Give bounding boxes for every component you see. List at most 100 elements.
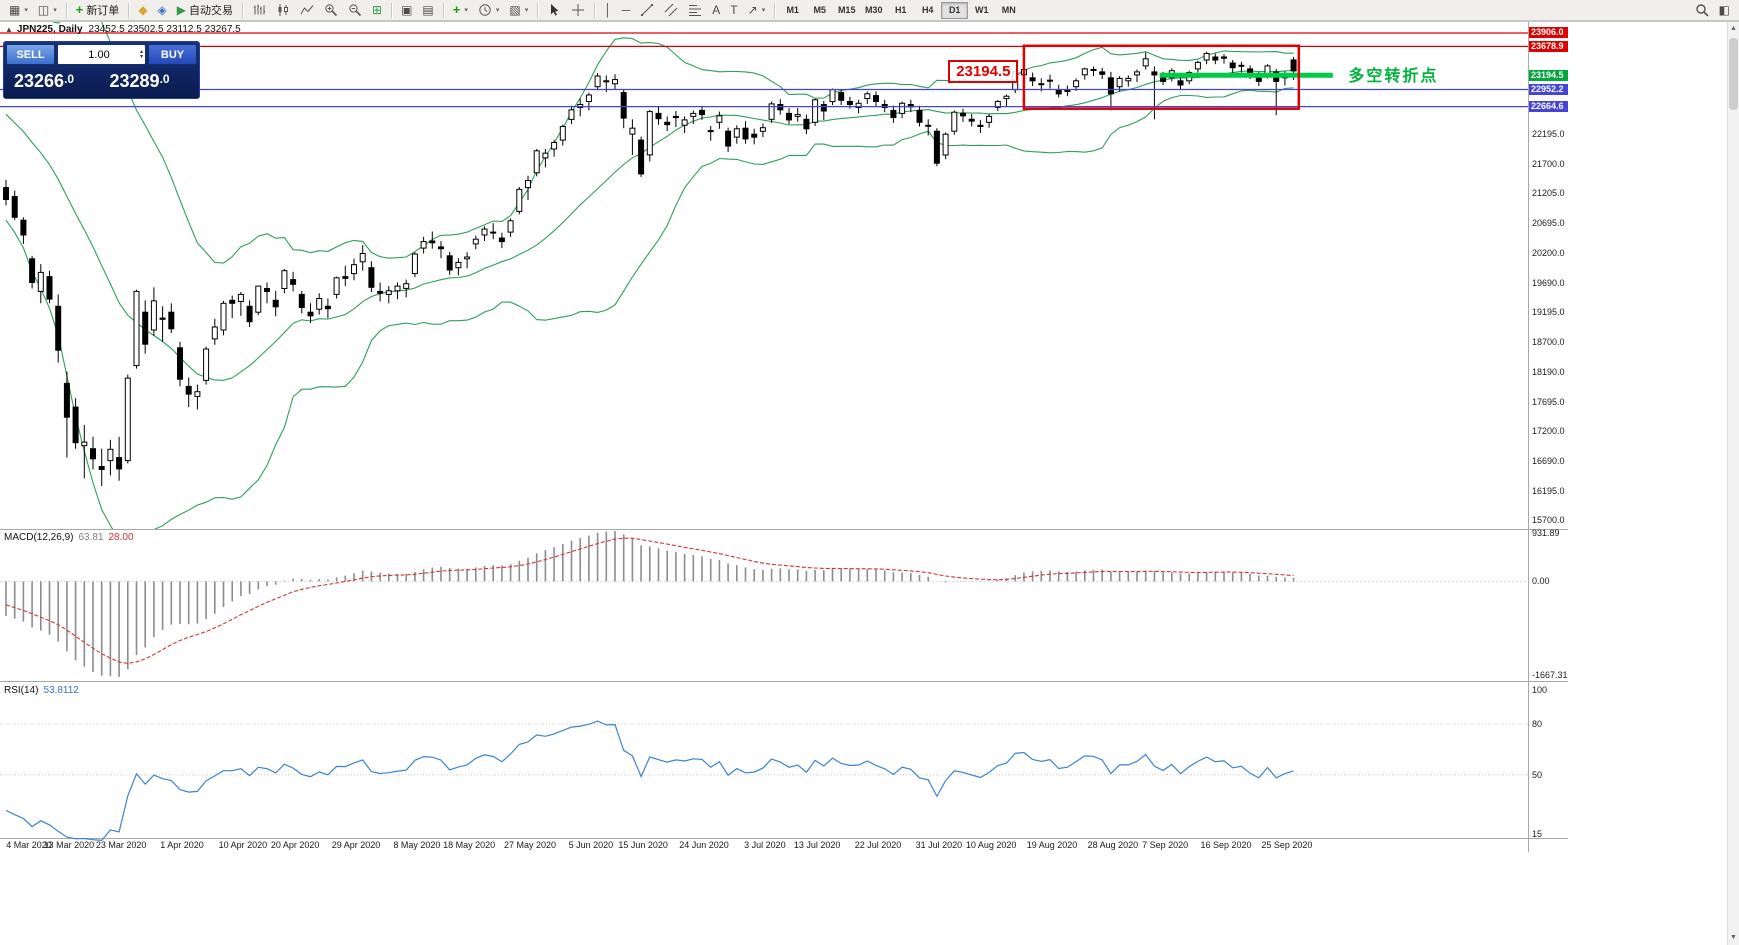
vertical-scrollbar[interactable]: ▲ ▼ — [1727, 22, 1739, 945]
candle-body — [890, 109, 897, 119]
candle-body — [1203, 53, 1210, 61]
date-tick-label: 31 Jul 2020 — [915, 840, 963, 850]
candle-body — [394, 285, 401, 292]
vertical-line-button[interactable]: │ — [600, 1, 616, 19]
new-order-button[interactable]: + 新订单 — [72, 1, 124, 19]
candle-body — [672, 115, 679, 119]
timeframe-m15-button[interactable]: M15 — [833, 2, 860, 19]
bar-chart-button[interactable] — [248, 1, 270, 19]
text-tool-button[interactable]: A — [708, 1, 724, 19]
indicators-button[interactable]: + ▾ — [449, 1, 472, 19]
turning-point-note[interactable]: 多空转折点 — [1348, 67, 1439, 85]
layout-button[interactable]: ◧ — [1715, 1, 1734, 19]
crosshair-button[interactable] — [567, 1, 589, 19]
timeframe-d1-button[interactable]: D1 — [941, 1, 969, 19]
horizontal-line-button[interactable]: ─ — [618, 1, 635, 19]
highlight-rectangle-object[interactable] — [1022, 44, 1301, 110]
candle-body — [759, 127, 766, 132]
label-tool-button[interactable]: T — [726, 1, 741, 19]
volume-spinner[interactable]: ▴ ▾ — [139, 48, 145, 60]
candle-body — [81, 441, 88, 447]
timeframe-m1-button[interactable]: M1 — [779, 2, 806, 19]
timeframe-h1-button[interactable]: H1 — [887, 2, 914, 19]
channel-icon — [664, 3, 678, 17]
candle-body — [446, 255, 453, 271]
timeframe-mn-button[interactable]: MN — [995, 2, 1022, 19]
candle-body — [203, 348, 210, 381]
zoom-in-button[interactable] — [320, 1, 342, 19]
cascade-windows-icon: ▣ — [401, 3, 413, 17]
volume-field[interactable]: 1.00 ▴ ▾ — [57, 44, 146, 65]
chevron-down-icon: ▾ — [495, 7, 500, 14]
timeframe-m30-button[interactable]: M30 — [860, 2, 887, 19]
candle-body — [699, 109, 705, 116]
price-tick-label: 21700.0 — [1532, 158, 1565, 169]
scrollbar-down-button[interactable]: ▼ — [1730, 934, 1737, 941]
autotrading-button[interactable]: ▶ 自动交易 — [173, 1, 237, 19]
candle-body — [629, 127, 636, 135]
profiles-icon: ◫ — [37, 3, 50, 17]
candle-body — [107, 448, 114, 462]
candle-body — [11, 196, 18, 218]
arrow-tools-button[interactable]: ↗ ▾ — [744, 1, 770, 19]
candle-body — [55, 305, 62, 351]
sell-price[interactable]: 23266.0 — [14, 70, 75, 91]
rsi-name: RSI(14) — [4, 685, 39, 696]
search-button[interactable] — [1691, 1, 1713, 19]
date-tick-label: 3 Jul 2020 — [744, 840, 786, 850]
date-tick-label: 25 Sep 2020 — [1261, 840, 1313, 850]
buy-price[interactable]: 23289.0 — [109, 70, 170, 91]
channel-button[interactable] — [660, 1, 682, 19]
periods-button[interactable]: ▾ — [474, 1, 504, 19]
candle-body — [533, 150, 540, 174]
zoom-out-button[interactable] — [344, 1, 366, 19]
scrollbar-up-button[interactable]: ▲ — [1730, 25, 1737, 32]
candle-body — [1238, 64, 1245, 67]
tile-windows-button[interactable]: ⊞ — [368, 1, 386, 19]
candle-body — [420, 241, 427, 249]
date-tick-label: 7 Sep 2020 — [1142, 840, 1189, 850]
candle-body — [603, 80, 610, 83]
one-click-collapse-icon[interactable]: ▲ — [5, 25, 13, 34]
templates-button[interactable]: ▧ ▾ — [505, 1, 532, 19]
price-callout-label[interactable]: 23194.5 — [948, 60, 1019, 83]
candle-body — [29, 258, 36, 283]
chevron-down-icon: ▾ — [464, 7, 468, 14]
candlestick-chart-button[interactable] — [272, 1, 294, 19]
profiles-button[interactable]: ◫ ▾ — [34, 1, 61, 19]
candle-body — [1038, 83, 1045, 86]
mql5-button[interactable]: ◆ — [134, 1, 151, 19]
timeframe-m5-button[interactable]: M5 — [806, 2, 833, 19]
toolbar-separator — [128, 2, 130, 18]
buy-button[interactable]: BUY — [148, 44, 197, 65]
candle-body — [194, 391, 201, 397]
cascade-windows-button[interactable]: ▣ — [397, 1, 416, 19]
new-chart-button[interactable]: ▦ ▾ — [5, 1, 32, 19]
spinner-down-icon[interactable]: ▾ — [139, 53, 143, 60]
bollinger-lower-band — [5, 87, 1294, 529]
metaeditor-button[interactable]: ◈ — [154, 1, 171, 19]
candle-body — [725, 130, 732, 147]
sell-button[interactable]: SELL — [6, 44, 55, 65]
candle-body — [742, 127, 749, 140]
candle-body — [1160, 77, 1167, 82]
timeframe-w1-button[interactable]: W1 — [968, 2, 995, 19]
price-tick-label: 18700.0 — [1532, 336, 1565, 347]
candle-body — [620, 92, 627, 119]
arrange-windows-button[interactable]: ▤ — [418, 1, 437, 19]
macd-main-value: 63.81 — [78, 532, 104, 543]
text-tool-icon: A — [712, 3, 721, 17]
price-tick-label: 15700.0 — [1532, 514, 1565, 525]
scrollbar-thumb[interactable] — [1729, 38, 1738, 110]
trendline-button[interactable] — [636, 1, 658, 19]
price-tick-label: 19195.0 — [1532, 307, 1565, 318]
candle-body — [159, 317, 166, 320]
fibonacci-button[interactable] — [684, 1, 706, 19]
main-chart-area — [0, 22, 1528, 529]
line-chart-button[interactable] — [296, 1, 318, 19]
spinner-up-icon[interactable]: ▴ — [139, 48, 143, 55]
timeframe-h4-button[interactable]: H4 — [914, 2, 941, 19]
cursor-button[interactable] — [543, 1, 565, 19]
